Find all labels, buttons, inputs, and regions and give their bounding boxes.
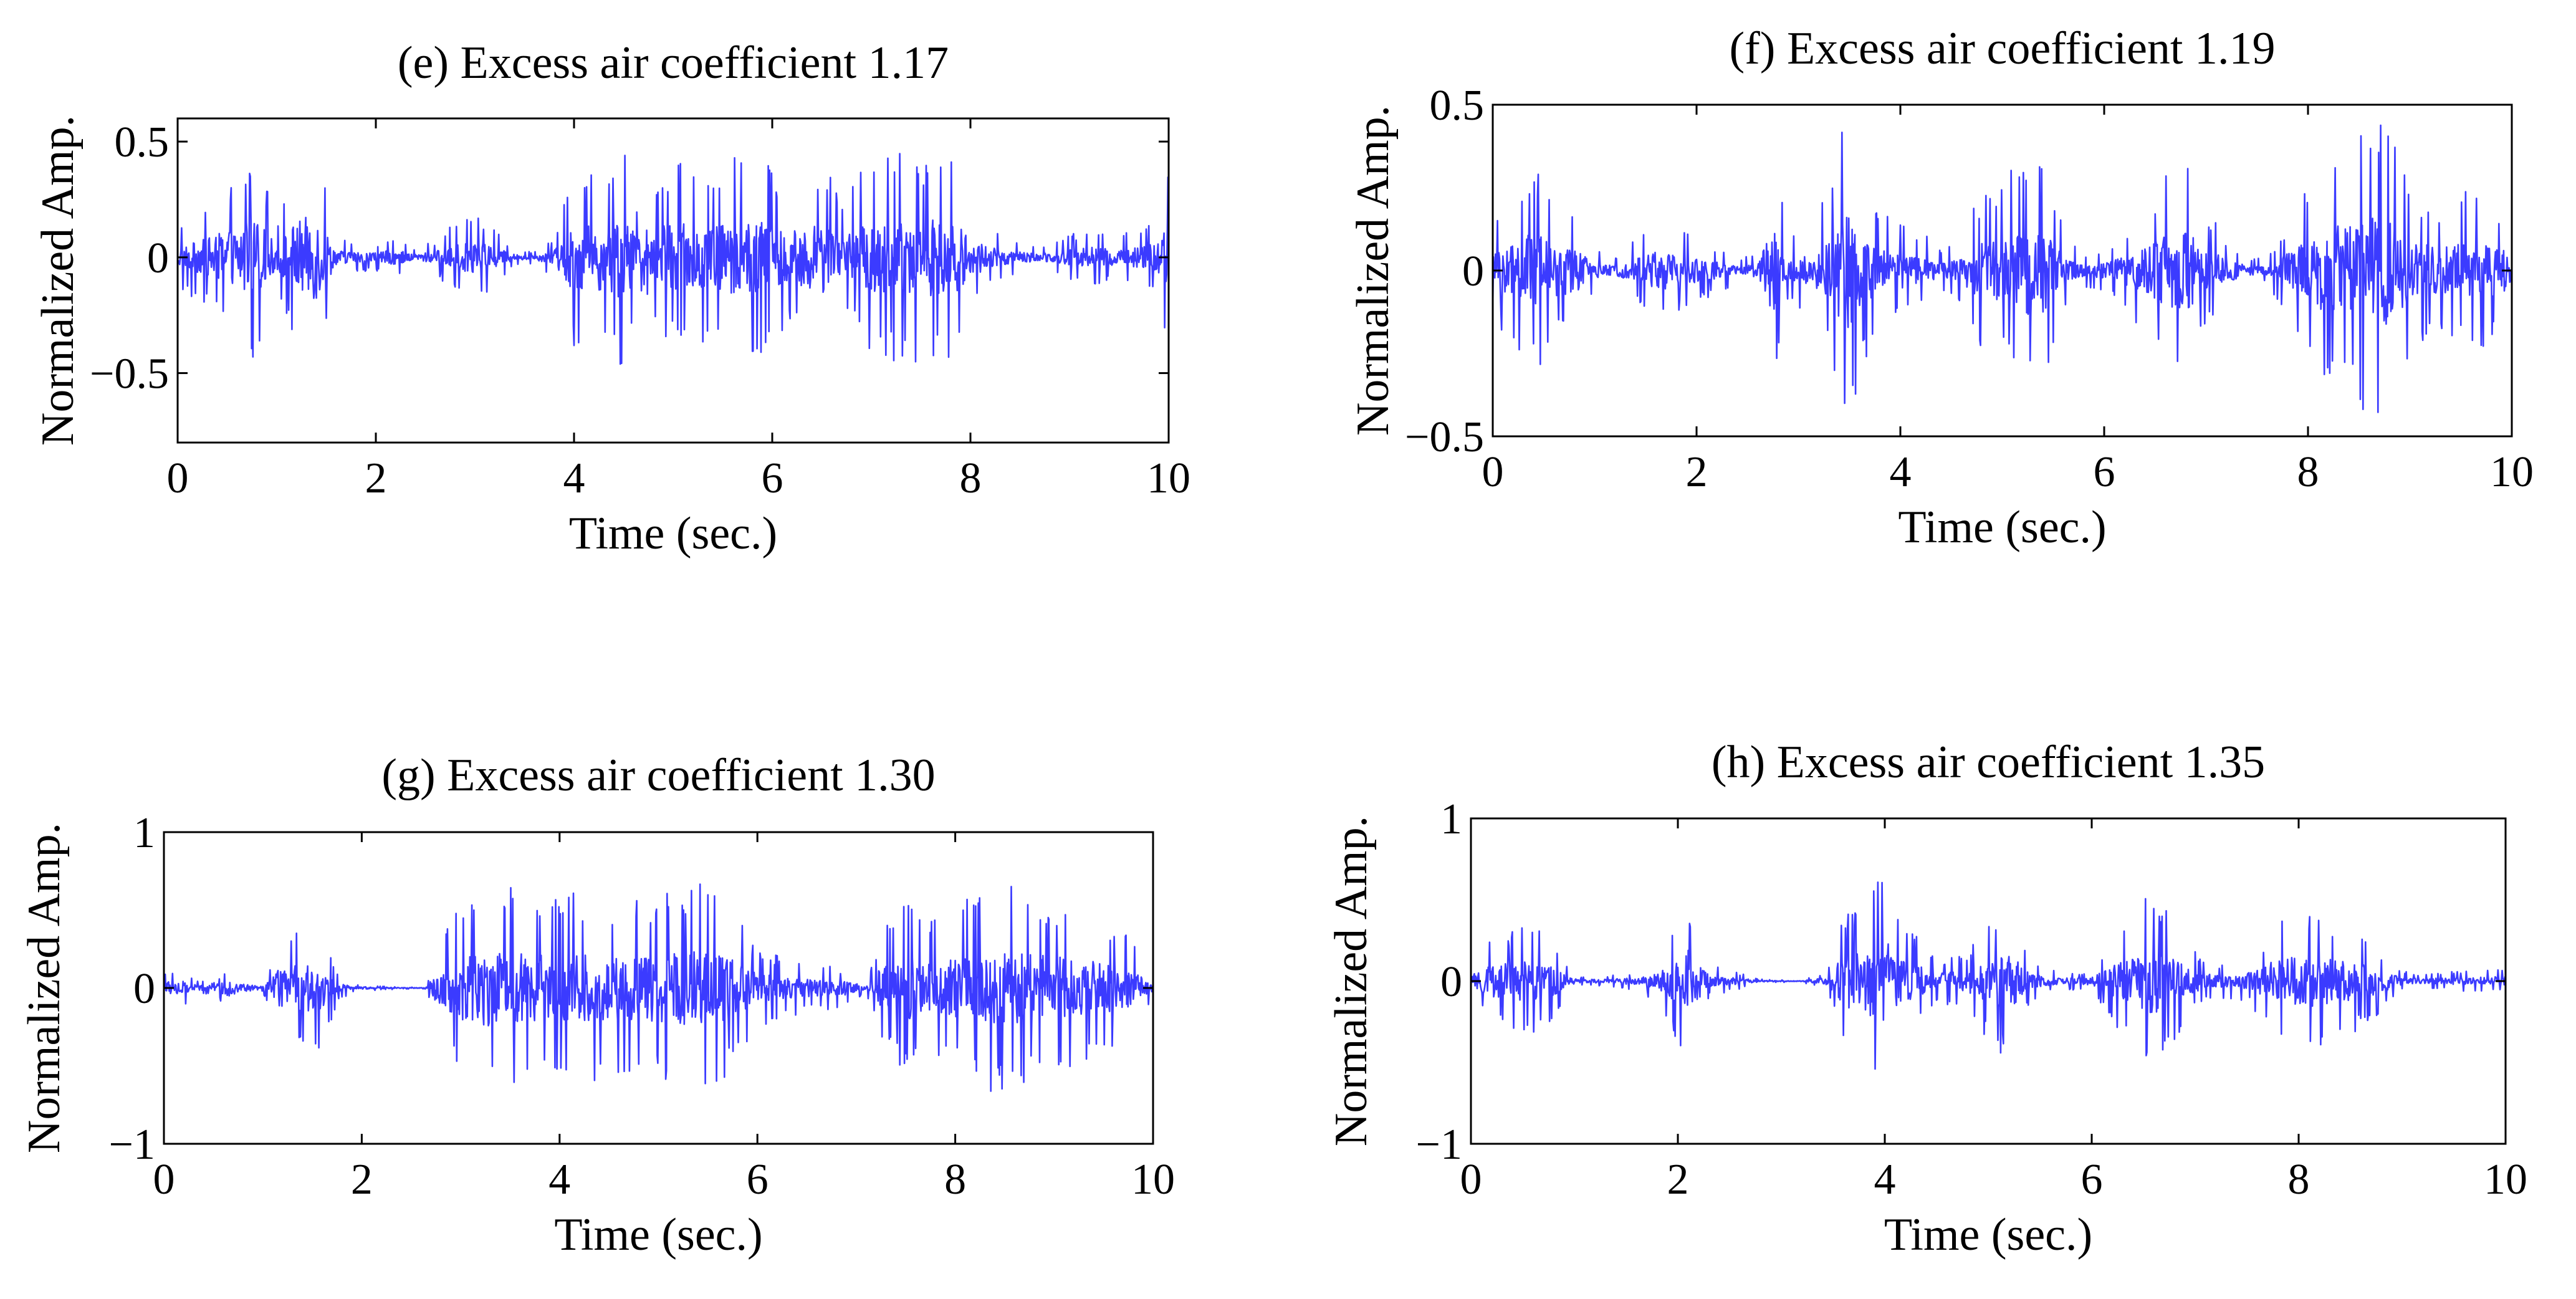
chart-g-xtick-label: 6 [747, 1156, 768, 1204]
chart-g-title: (g) Excess air coefficient 1.30 [381, 750, 935, 801]
chart-g-xtick-label: 4 [548, 1156, 570, 1204]
chart-f-xtick-label: 10 [2490, 448, 2534, 496]
chart-g-ytick-label: 0 [133, 965, 155, 1013]
chart-e-ytick-label: −0.5 [90, 350, 169, 398]
chart-e-plot-area [176, 117, 1170, 444]
chart-e-ytick-label: 0 [147, 234, 169, 282]
chart-g: (g) Excess air coefficient 1.300 2 4 6 8 1010… [19, 750, 1175, 1260]
chart-h-y-axis-label: Normalized Amp. [1326, 816, 1377, 1146]
chart-f-x-axis-label: Time (sec.) [1898, 502, 2106, 553]
chart-g-xtick-label: 10 [1131, 1156, 1175, 1204]
chart-f-xtick-label: 2 [1686, 448, 1708, 496]
chart-h-xtick-label: 8 [2288, 1156, 2310, 1204]
chart-h-x-axis-label: Time (sec.) [1884, 1209, 2092, 1260]
chart-f-xtick-label: 8 [2297, 448, 2319, 496]
chart-g-xtick-label: 0 [153, 1156, 175, 1204]
chart-h-xtick-label: 6 [2081, 1156, 2103, 1204]
chart-h-ytick-label: −1 [1416, 1121, 1462, 1169]
chart-e-xtick-label: 6 [762, 454, 783, 502]
chart-h-title: (h) Excess air coefficient 1.35 [1712, 737, 2265, 788]
chart-f-signal-series [1493, 124, 2512, 413]
chart-e-xtick-label: 8 [960, 454, 982, 502]
chart-h-xtick-label: 4 [1874, 1156, 1896, 1204]
chart-e-xtick-label: 4 [563, 454, 585, 502]
chart-h-xtick-label: 2 [1667, 1156, 1689, 1204]
chart-e-title: (e) Excess air coefficient 1.17 [398, 37, 949, 89]
chart-g-signal-series [164, 883, 1153, 1092]
chart-e: (e) Excess air coefficient 1.17 0 2 4 6 8 10 0.… [32, 37, 1190, 559]
chart-h-signal-series [1471, 881, 2506, 1070]
chart-e-y-axis-label: Normalized Amp. [32, 115, 84, 446]
chart-f-ytick-label: 0.5 [1430, 82, 1485, 130]
chart-e-xtick-label: 2 [365, 454, 387, 502]
chart-e-ytick-label: 0.5 [115, 118, 170, 166]
chart-e-xtick-label: 10 [1147, 454, 1190, 502]
chart-f-title: (f) Excess air coefficient 1.19 [1730, 23, 2276, 74]
chart-g-x-axis-label: Time (sec.) [554, 1209, 762, 1260]
chart-h-xtick-label: 10 [2484, 1156, 2527, 1204]
chart-h-ytick-label: 1 [1440, 795, 1462, 843]
chart-f-xtick-label: 4 [1890, 448, 1912, 496]
chart-f-y-axis-label: Normalized Amp. [1348, 105, 1399, 436]
chart-g-ytick-label: 1 [133, 809, 155, 857]
chart-h: (h) Excess air coefficient 1.350 2 4 6 8 1010… [1326, 737, 2527, 1260]
chart-h-xtick-label: 0 [1460, 1156, 1482, 1204]
chart-f-xtick-label: 0 [1482, 448, 1504, 496]
chart-f-ytick-label: 0 [1462, 247, 1484, 295]
chart-f: (f) Excess air coefficient 1.19 0 2 4 6 8 10 0.… [1348, 23, 2534, 553]
chart-h-ytick-label: 0 [1440, 958, 1462, 1006]
chart-g-xtick-label: 8 [944, 1156, 966, 1204]
chart-g-y-axis-label: Normalized Amp. [19, 823, 70, 1153]
chart-f-ytick-label: −0.5 [1405, 413, 1484, 461]
chart-e-signal-series [178, 153, 1169, 365]
chart-f-xtick-label: 6 [2094, 448, 2115, 496]
chart-e-x-axis-label: Time (sec.) [569, 508, 777, 559]
chart-g-xtick-label: 2 [351, 1156, 373, 1204]
chart-e-xtick-label: 0 [167, 454, 189, 502]
chart-g-ytick-label: −1 [109, 1121, 155, 1169]
